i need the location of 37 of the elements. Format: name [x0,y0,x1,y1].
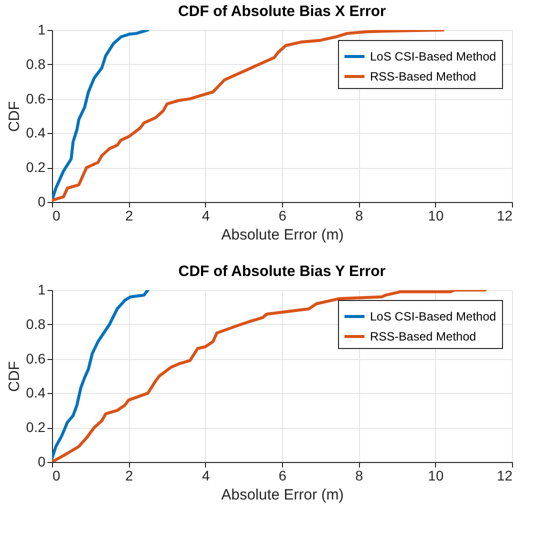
chart-title: CDF of Absolute Bias X Error [178,3,386,20]
legend-label: LoS CSI-Based Method [370,50,496,64]
x-axis-title: Absolute Error (m) [221,226,344,244]
x-tick-label: 6 [278,208,287,224]
y-tick-label: 0.4 [26,124,46,141]
x-tick-label: 4 [202,468,210,484]
y-tick-label: 0.8 [26,56,46,72]
legend-label: RSS-Based Method [370,70,476,84]
y-tick-label: 0.6 [26,350,46,366]
y-tick-label: 0 [38,194,46,210]
x-tick-label: 2 [125,468,134,484]
y-tick-label: 0 [38,454,46,470]
chart-title: CDF of Absolute Bias Y Error [178,263,386,280]
y-tick-label: 0.4 [26,384,46,401]
x-tick-label: 10 [428,208,444,224]
x-tick-label: 12 [496,468,513,484]
x-tick-label: 0 [52,208,60,224]
y-tick-label: 0.2 [26,159,46,176]
y-tick-label: 0.8 [26,316,46,332]
y-tick-label: 0.6 [26,90,46,106]
x-tick-label: 8 [355,208,364,224]
y-tick-label: 1 [38,22,46,38]
x-tick-label: 10 [428,468,444,484]
x-tick-label: 8 [355,468,364,484]
line-series [52,290,150,460]
x-tick-label: 6 [278,468,287,484]
y-tick-label: 0.2 [26,419,46,436]
x-tick-label: 12 [496,208,513,224]
legend-label: RSS-Based Method [370,330,476,344]
y-axis-title: CDF [6,101,24,132]
y-axis-title: CDF [6,361,24,392]
x-tick-label: 2 [125,208,134,224]
x-tick-label: 4 [202,208,210,224]
y-tick-label: 1 [38,282,46,298]
x-tick-label: 0 [52,468,60,484]
legend-label: LoS CSI-Based Method [370,310,496,324]
x-axis-title: Absolute Error (m) [221,486,344,504]
